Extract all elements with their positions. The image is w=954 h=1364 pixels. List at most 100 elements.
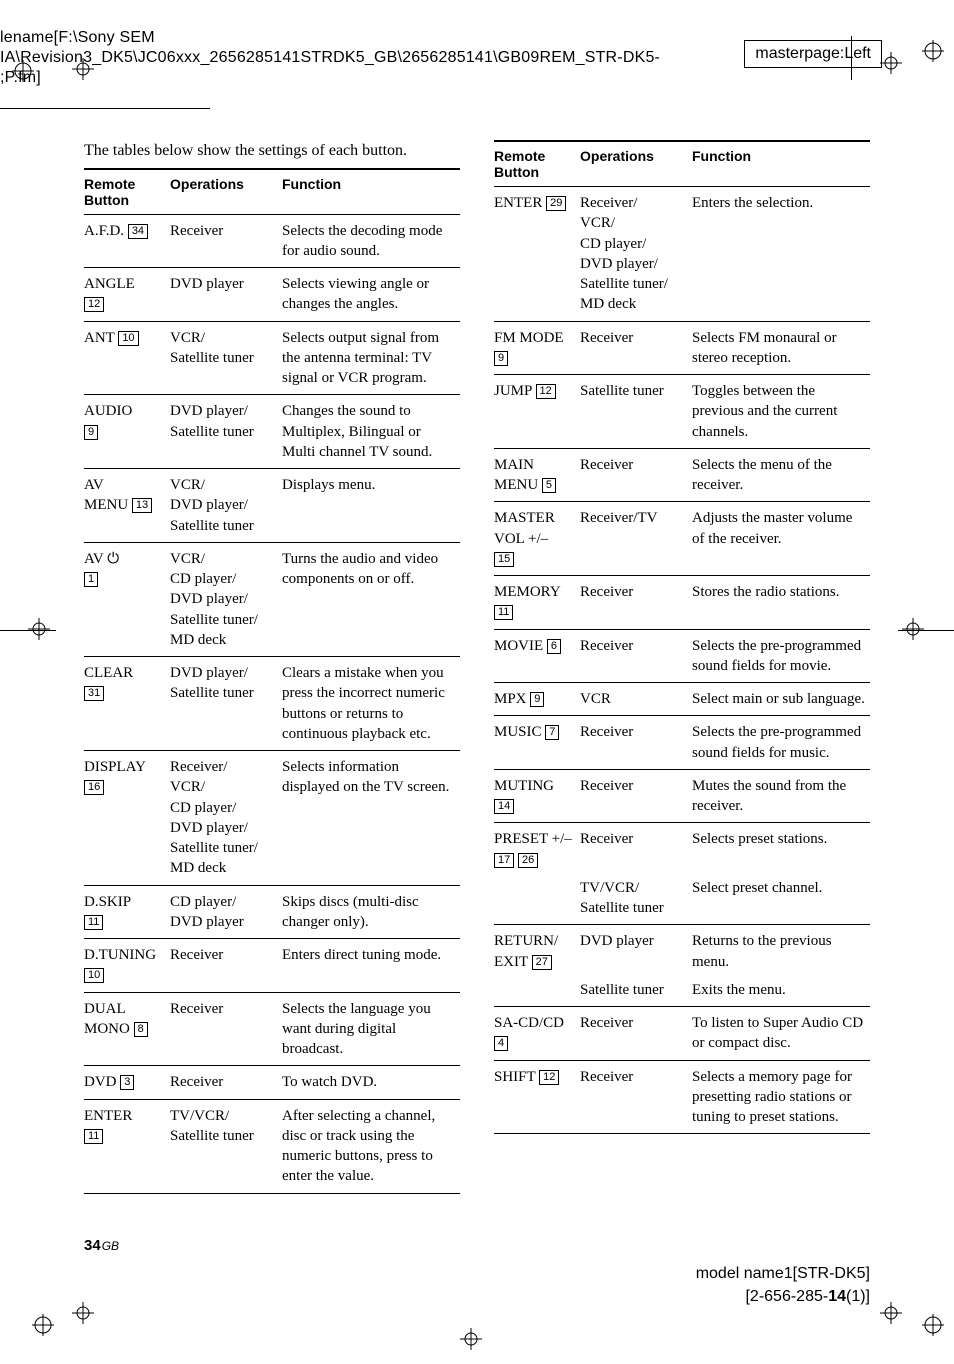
function-cell: Select main or sub language. xyxy=(692,683,870,716)
operations-cell: CD player/DVD player xyxy=(170,885,282,939)
button-cell: MUSIC 7 xyxy=(494,716,580,770)
function-cell: To watch DVD. xyxy=(282,1066,460,1099)
operations-cell: Receiver/TV xyxy=(580,502,692,576)
button-cell: FM MODE9 xyxy=(494,321,580,375)
left-column: The tables below show the settings of ea… xyxy=(84,140,460,1194)
function-cell: Turns the audio and video components on … xyxy=(282,542,460,656)
function-cell: Clears a mistake when you press the inco… xyxy=(282,657,460,751)
ref-number: 34 xyxy=(128,224,148,239)
page-number-suffix: GB xyxy=(102,1239,119,1253)
table-row: ENTER 29Receiver/VCR/CD player/DVD playe… xyxy=(494,187,870,322)
function-cell: Selects a memory page for presetting rad… xyxy=(692,1060,870,1134)
operations-cell: Receiver xyxy=(170,214,282,268)
ref-number: 11 xyxy=(84,1129,103,1144)
right-table: Remote Button Operations Function ENTER … xyxy=(494,140,870,1134)
button-cell: MASTERVOL +/–15 xyxy=(494,502,580,576)
ref-number: 6 xyxy=(547,639,561,654)
button-cell: MEMORY11 xyxy=(494,576,580,630)
function-cell: Toggles between the previous and the cur… xyxy=(692,375,870,449)
operations-cell: DVD player/Satellite tuner xyxy=(170,395,282,469)
button-cell: A.F.D. 34 xyxy=(84,214,170,268)
table-row: MOVIE 6ReceiverSelects the pre-programme… xyxy=(494,629,870,683)
table-row: AVMENU 13VCR/DVD player/Satellite tunerD… xyxy=(84,469,460,543)
table-row: CLEAR31DVD player/Satellite tunerClears … xyxy=(84,657,460,751)
function-cell: Selects the pre-programmed sound fields … xyxy=(692,629,870,683)
operations-cell: Receiver xyxy=(580,576,692,630)
ref-number: 26 xyxy=(518,853,538,868)
function-cell: Selects preset stations. xyxy=(692,823,870,872)
button-cell: ENTER11 xyxy=(84,1099,170,1193)
header-line3: ;P.fm] xyxy=(0,68,660,88)
function-cell: After selecting a channel, disc or track… xyxy=(282,1099,460,1193)
col-header-function: Function xyxy=(692,141,870,187)
button-cell: MAINMENU 5 xyxy=(494,448,580,502)
table-row: PRESET +/–17 26ReceiverSelects preset st… xyxy=(494,823,870,872)
operations-cell: Receiver/VCR/CD player/DVD player/Satell… xyxy=(580,187,692,322)
ref-number: 12 xyxy=(84,297,104,312)
page-number: 34GB xyxy=(84,1237,119,1254)
table-row: MASTERVOL +/–15Receiver/TVAdjusts the ma… xyxy=(494,502,870,576)
button-cell: MPX 9 xyxy=(494,683,580,716)
operations-cell: Receiver xyxy=(170,939,282,993)
header-line2: IA\Revision3_DK5\JC06xxx_2656285141STRDK… xyxy=(0,48,660,68)
function-cell: Stores the radio stations. xyxy=(692,576,870,630)
function-cell: To listen to Super Audio CD or compact d… xyxy=(692,1007,870,1061)
function-cell: Displays menu. xyxy=(282,469,460,543)
ref-number: 9 xyxy=(530,692,544,707)
button-cell: DUALMONO 8 xyxy=(84,992,170,1066)
button-cell: D.TUNING10 xyxy=(84,939,170,993)
table-row: MEMORY11ReceiverStores the radio station… xyxy=(494,576,870,630)
button-cell: AV ⏻1 xyxy=(84,542,170,656)
col-header-button: Remote Button xyxy=(494,141,580,187)
ref-number: 5 xyxy=(542,478,556,493)
ref-number: 7 xyxy=(545,725,559,740)
function-cell: Adjusts the master volume of the receive… xyxy=(692,502,870,576)
button-cell: MUTING 14 xyxy=(494,769,580,823)
ref-number: 4 xyxy=(494,1036,508,1051)
operations-cell: DVD player xyxy=(580,925,692,974)
operations-cell: Satellite tuner xyxy=(580,974,692,1007)
ref-number: 12 xyxy=(536,384,556,399)
button-cell: DISPLAY16 xyxy=(84,751,170,886)
table-row: SHIFT 12ReceiverSelects a memory page fo… xyxy=(494,1060,870,1134)
header-filename: lename[F:\Sony SEM IA\Revision3_DK5\JC06… xyxy=(0,28,660,88)
page: lename[F:\Sony SEM IA\Revision3_DK5\JC06… xyxy=(0,0,954,1364)
function-cell: Changes the sound to Multiplex, Bilingua… xyxy=(282,395,460,469)
ref-number: 14 xyxy=(494,799,514,814)
button-cell xyxy=(494,872,580,925)
ref-number: 27 xyxy=(532,955,552,970)
button-cell: RETURN/EXIT 27 xyxy=(494,925,580,974)
footer-code: [2-656-285-14(1)] xyxy=(696,1286,870,1308)
function-cell: Selects the decoding mode for audio soun… xyxy=(282,214,460,268)
operations-cell: TV/VCR/Satellite tuner xyxy=(580,872,692,925)
crosshair-icon xyxy=(880,52,902,74)
crosshair-icon xyxy=(28,618,50,640)
table-row: AUDIO9DVD player/Satellite tunerChanges … xyxy=(84,395,460,469)
col-header-operations: Operations xyxy=(580,141,692,187)
function-cell: Returns to the previous menu. xyxy=(692,925,870,974)
intro-text: The tables below show the settings of ea… xyxy=(84,140,460,162)
table-row: ANGLE12DVD playerSelects viewing angle o… xyxy=(84,268,460,322)
operations-cell: TV/VCR/Satellite tuner xyxy=(170,1099,282,1193)
ref-number: 17 xyxy=(494,853,514,868)
function-cell: Selects output signal from the antenna t… xyxy=(282,321,460,395)
table-row: DVD 3ReceiverTo watch DVD. xyxy=(84,1066,460,1099)
ref-number: 10 xyxy=(84,968,104,983)
function-cell: Selects viewing angle or changes the ang… xyxy=(282,268,460,322)
button-cell: SA-CD/CD4 xyxy=(494,1007,580,1061)
operations-cell: VCR/Satellite tuner xyxy=(170,321,282,395)
ref-number: 12 xyxy=(539,1070,559,1085)
table-row: MPX 9VCRSelect main or sub language. xyxy=(494,683,870,716)
col-header-operations: Operations xyxy=(170,169,282,215)
button-cell: JUMP 12 xyxy=(494,375,580,449)
button-cell: ANT 10 xyxy=(84,321,170,395)
button-cell: ANGLE12 xyxy=(84,268,170,322)
button-cell: AVMENU 13 xyxy=(84,469,170,543)
button-cell: CLEAR31 xyxy=(84,657,170,751)
function-cell: Enters the selection. xyxy=(692,187,870,322)
button-cell: AUDIO9 xyxy=(84,395,170,469)
button-cell xyxy=(494,974,580,1007)
header-line1: lename[F:\Sony SEM xyxy=(0,28,660,48)
function-cell: Selects information displayed on the TV … xyxy=(282,751,460,886)
operations-cell: Receiver xyxy=(170,992,282,1066)
